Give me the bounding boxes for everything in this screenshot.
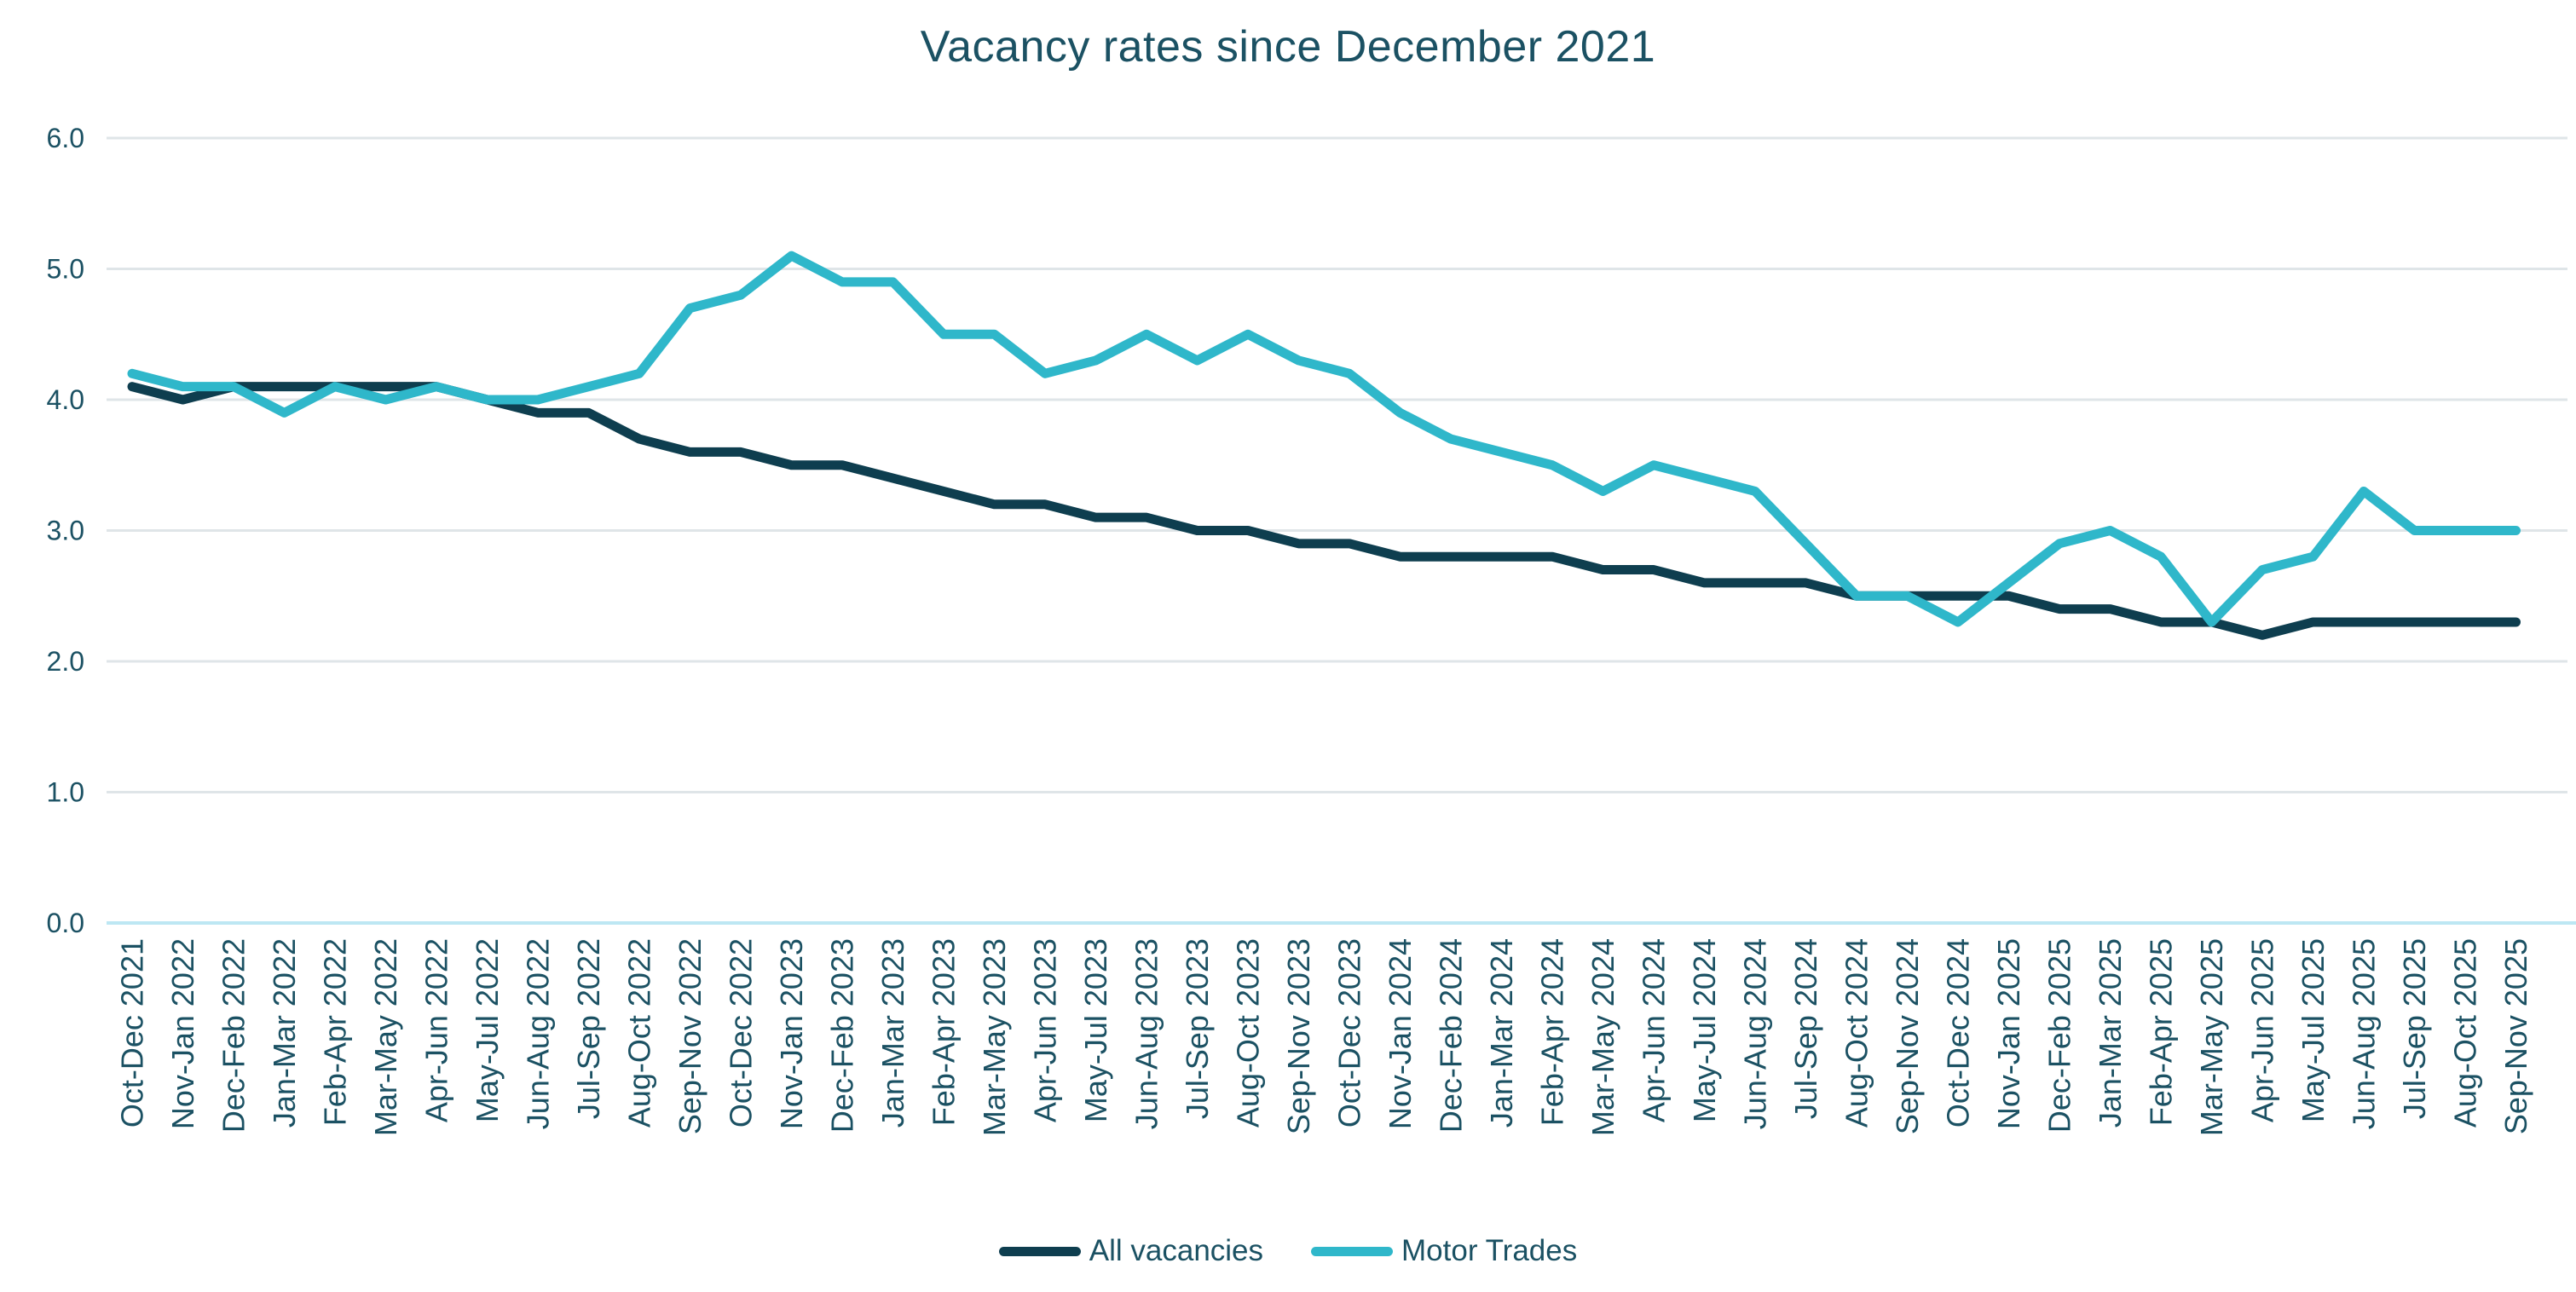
y-axis-tick-label: 5.0 — [47, 254, 84, 285]
x-axis-tick-label: May-Jul 2024 — [1687, 938, 1722, 1122]
x-axis-tick-label: Jan-Mar 2023 — [875, 938, 910, 1128]
x-axis-tick-label: Dec-Feb 2025 — [2042, 938, 2077, 1133]
x-axis-tick-label: Aug-Oct 2023 — [1231, 938, 1266, 1128]
x-axis-tick-label: Feb-Apr 2024 — [1535, 938, 1570, 1126]
x-axis-tick-label: Apr-Jun 2022 — [419, 938, 454, 1122]
legend-item-all-vacancies: All vacancies — [998, 1234, 1264, 1268]
x-axis-tick-label: Nov-Jan 2022 — [165, 938, 200, 1129]
legend: All vacancies Motor Trades — [0, 1234, 2576, 1268]
x-axis-tick-label: Sep-Nov 2024 — [1890, 938, 1925, 1134]
x-axis-tick-label: May-Jul 2025 — [2296, 938, 2331, 1122]
x-axis-tick-label: Jan-Mar 2024 — [1484, 938, 1519, 1128]
x-axis-tick-label: Mar-May 2025 — [2194, 938, 2229, 1136]
x-axis-tick-label: Jun-Aug 2024 — [1738, 938, 1773, 1129]
x-axis-tick-label: Sep-Nov 2025 — [2498, 938, 2533, 1134]
x-axis-tick-label: Feb-Apr 2025 — [2144, 938, 2179, 1126]
x-axis-tick-label: Apr-Jun 2024 — [1637, 938, 1672, 1122]
x-axis-tick-label: Jul-Sep 2025 — [2397, 938, 2432, 1119]
x-axis-tick-label: Aug-Oct 2025 — [2448, 938, 2483, 1128]
x-axis-tick-label: Dec-Feb 2022 — [217, 938, 251, 1133]
x-axis-tick-label: Apr-Jun 2023 — [1028, 938, 1063, 1122]
x-axis-tick-label: Jul-Sep 2023 — [1180, 938, 1215, 1119]
x-axis-tick-label: Mar-May 2024 — [1585, 938, 1620, 1136]
y-axis-tick-label: 3.0 — [47, 516, 84, 546]
series-line-all-vacancies — [127, 382, 2521, 640]
x-axis-tick-label: Jun-Aug 2023 — [1129, 938, 1164, 1129]
series-line-motor-trades — [127, 251, 2521, 627]
x-axis-tick-label: Jun-Aug 2022 — [521, 938, 556, 1129]
x-axis-tick-label: Jan-Mar 2022 — [267, 938, 302, 1128]
x-axis-tick-label: Oct-Dec 2021 — [115, 938, 150, 1128]
x-axis-tick-label: Oct-Dec 2023 — [1332, 938, 1367, 1128]
x-axis-tick-label: Nov-Jan 2025 — [1991, 938, 2026, 1129]
y-axis-tick-label: 1.0 — [47, 777, 84, 808]
x-axis-tick-label: May-Jul 2023 — [1078, 938, 1113, 1122]
x-axis-tick-label: Nov-Jan 2023 — [774, 938, 809, 1129]
y-axis-tick-label: 2.0 — [47, 646, 84, 677]
x-axis-tick-label: Mar-May 2022 — [368, 938, 403, 1136]
legend-label: Motor Trades — [1401, 1234, 1578, 1267]
x-axis-tick-label: Aug-Oct 2024 — [1840, 938, 1874, 1128]
legend-item-motor-trades: Motor Trades — [1311, 1234, 1577, 1268]
x-axis-tick-label: Dec-Feb 2023 — [825, 938, 860, 1133]
x-axis-tick-label: Jul-Sep 2024 — [1788, 938, 1823, 1119]
x-axis-tick-label: Feb-Apr 2022 — [318, 938, 353, 1126]
x-axis-tick-label: Apr-Jun 2025 — [2245, 938, 2280, 1122]
legend-label: All vacancies — [1089, 1234, 1264, 1267]
y-axis-tick-label: 0.0 — [47, 908, 84, 938]
x-axis-tick-label: Jul-Sep 2022 — [571, 938, 606, 1119]
y-axis-tick-label: 4.0 — [47, 384, 84, 415]
x-axis-tick-label: Sep-Nov 2023 — [1281, 938, 1316, 1134]
chart-title: Vacancy rates since December 2021 — [920, 22, 1656, 72]
x-axis-tick-label: May-Jul 2022 — [470, 938, 505, 1122]
x-axis-tick-label: Jun-Aug 2025 — [2347, 938, 2382, 1129]
x-axis-tick-label: Nov-Jan 2024 — [1383, 938, 1418, 1129]
x-axis-tick-label: Oct-Dec 2024 — [1941, 938, 1976, 1128]
x-axis-tick-label: Sep-Nov 2022 — [673, 938, 708, 1134]
x-axis-tick-label: Jan-Mar 2025 — [2093, 938, 2128, 1128]
x-axis-tick-label: Feb-Apr 2023 — [927, 938, 962, 1126]
x-axis-tick-label: Mar-May 2023 — [977, 938, 1012, 1136]
x-axis-tick-label: Aug-Oct 2022 — [622, 938, 657, 1128]
y-axis-tick-label: 6.0 — [47, 123, 84, 153]
x-axis-tick-label: Oct-Dec 2022 — [724, 938, 759, 1128]
x-axis-tick-label: Dec-Feb 2024 — [1434, 938, 1469, 1133]
legend-swatch-icon — [998, 1246, 1081, 1256]
legend-swatch-icon — [1311, 1246, 1394, 1256]
